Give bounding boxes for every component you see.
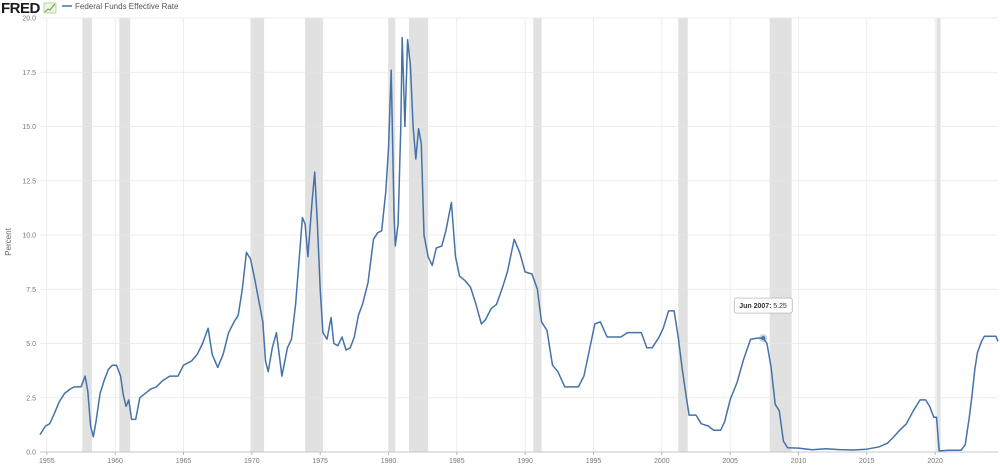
x-tick-label: 2015 xyxy=(859,458,875,465)
tooltip-date: Jun 2007: xyxy=(739,303,771,310)
y-tick-label: 15.0 xyxy=(22,124,36,131)
y-tick-label: 7.5 xyxy=(26,287,36,294)
y-tick-label: 10.0 xyxy=(22,233,36,240)
x-tick-label: 1970 xyxy=(244,458,260,465)
y-tick-label: 17.5 xyxy=(22,70,36,77)
x-tick-label: 1960 xyxy=(107,458,123,465)
y-axis-label: Percent xyxy=(4,227,13,255)
x-tick-label: 2005 xyxy=(722,458,738,465)
legend: Federal Funds Effective Rate xyxy=(62,2,179,11)
x-tick-label: 1980 xyxy=(381,458,397,465)
tooltip-marker xyxy=(761,336,766,341)
tooltip-box xyxy=(733,297,793,314)
fred-chart-sparkline-icon xyxy=(43,2,57,14)
x-tick-label: 1965 xyxy=(176,458,192,465)
x-tick-label: 2000 xyxy=(654,458,670,465)
gridlines xyxy=(40,17,998,453)
fred-logo-text: FRED xyxy=(1,0,41,17)
series-layer xyxy=(39,36,999,452)
y-tick-label: 20.0 xyxy=(22,16,36,23)
tooltip: Jun 2007: 5.25 xyxy=(733,297,793,343)
x-tick-label: 1995 xyxy=(586,458,602,465)
tooltip-value: 5.25 xyxy=(773,303,787,310)
x-tick-label: 2020 xyxy=(927,458,943,465)
x-tick-label: 1955 xyxy=(39,458,55,465)
y-tick-label: 12.5 xyxy=(22,178,36,185)
x-tick-label: 1975 xyxy=(312,458,328,465)
legend-entry: Federal Funds Effective Rate xyxy=(75,2,179,11)
y-axis-ticks: 0.0 2.5 5.0 7.5 10.0 12.5 15.0 17.5 20.0 xyxy=(22,16,36,457)
y-tick-label: 0.0 xyxy=(26,450,36,457)
series-line[interactable] xyxy=(39,36,999,452)
x-tick-label: 1990 xyxy=(517,458,533,465)
x-tick-label: 1985 xyxy=(449,458,465,465)
x-axis-ticks: 1955 1960 1965 1970 1975 1980 1985 1990 1995 2000… xyxy=(39,451,998,465)
x-tick-label: 2010 xyxy=(791,458,807,465)
y-tick-label: 5.0 xyxy=(26,341,36,348)
fred-logo[interactable]: FRED xyxy=(1,0,57,17)
y-tick-label: 2.5 xyxy=(26,395,36,402)
